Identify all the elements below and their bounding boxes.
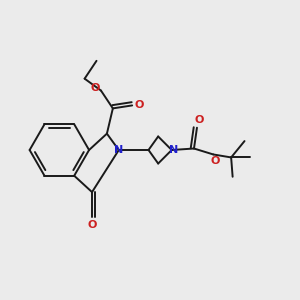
Text: O: O — [211, 156, 220, 166]
Text: O: O — [91, 82, 100, 93]
Text: N: N — [114, 145, 123, 155]
Text: O: O — [194, 115, 203, 125]
Text: O: O — [87, 220, 97, 230]
Text: N: N — [169, 145, 178, 155]
Text: O: O — [134, 100, 143, 110]
